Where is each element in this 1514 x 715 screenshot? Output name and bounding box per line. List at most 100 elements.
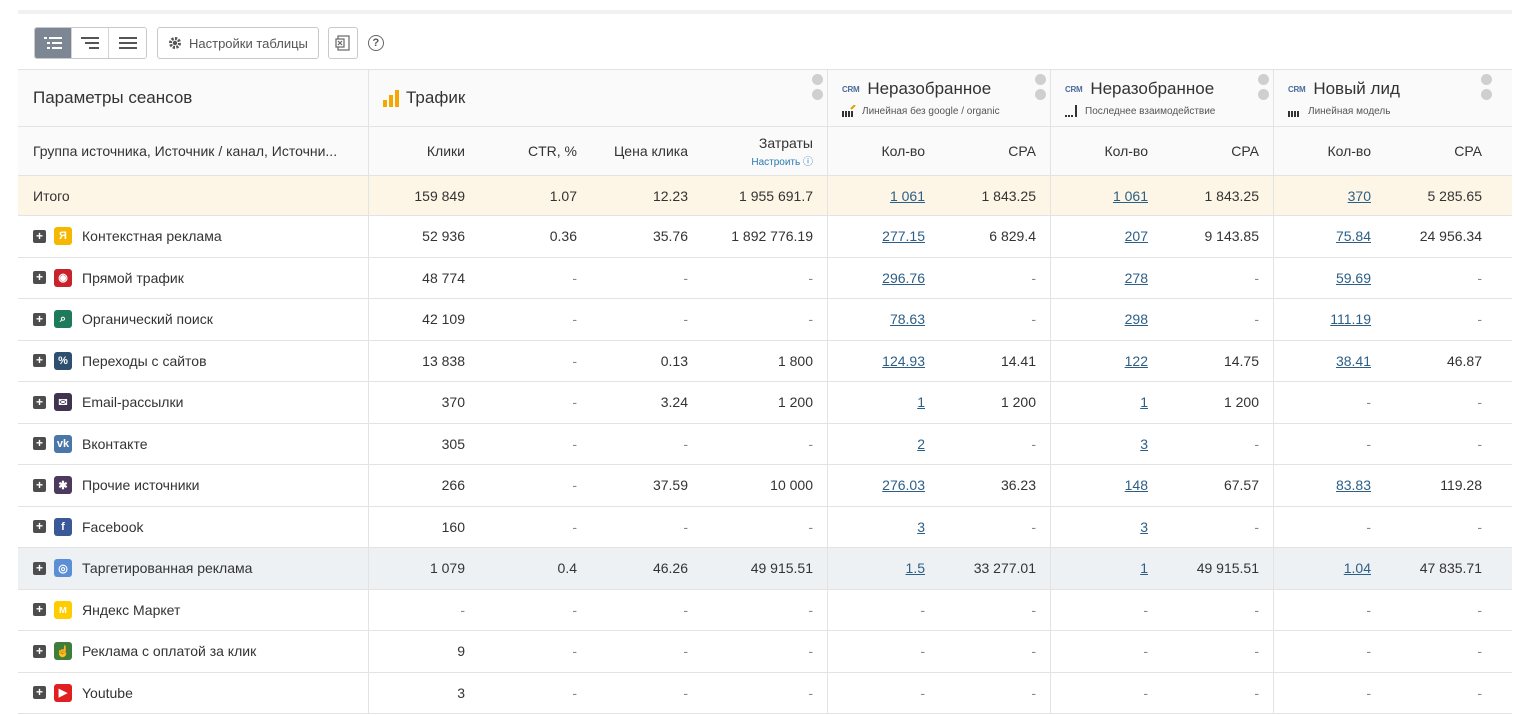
table-settings-button[interactable]: Настройки таблицы xyxy=(157,27,319,59)
gear-icon[interactable] xyxy=(1258,74,1269,85)
table-row[interactable]: + ⌕ Органический поиск 42 109- - -78.63-29… xyxy=(18,299,1512,341)
qty-value-link[interactable]: 276.03 xyxy=(882,477,925,494)
ctr-value: - xyxy=(572,435,577,452)
total-qty-link[interactable]: 1 061 xyxy=(1112,187,1148,204)
help-icon[interactable] xyxy=(1481,89,1492,100)
expand-icon[interactable]: + xyxy=(33,561,46,575)
column-ctr[interactable]: CTR, % xyxy=(528,143,577,159)
expand-icon[interactable]: + xyxy=(33,271,46,285)
help-icon[interactable] xyxy=(812,89,823,100)
tree-view-button[interactable] xyxy=(35,28,72,58)
table-row[interactable]: + Я Контекстная реклама 52 936 0.36 35.76 1… xyxy=(18,216,1512,258)
help-icon[interactable] xyxy=(1035,89,1046,100)
expand-icon[interactable]: + xyxy=(33,520,46,534)
attribution-group-header-3: CRM Новый лид Линейная модель xyxy=(1274,70,1496,126)
cpa-value: - xyxy=(1477,684,1482,701)
qty-value: - xyxy=(1143,684,1148,701)
attribution-settings[interactable] xyxy=(1258,74,1269,100)
column-cpa[interactable]: CPA xyxy=(1454,143,1482,159)
column-qty[interactable]: Кол-во xyxy=(1104,143,1148,159)
table-row[interactable]: + % Переходы с сайтов 13 838 - 0.13 1 800 12… xyxy=(18,340,1512,382)
column-click-price[interactable]: Цена клика xyxy=(613,143,688,159)
table-row[interactable]: + f Facebook 160- - -3-3- - - xyxy=(18,506,1512,548)
attribution-settings[interactable] xyxy=(1035,74,1046,100)
qty-value-link[interactable]: 148 xyxy=(1124,477,1148,494)
cpa-value: - xyxy=(939,631,1051,672)
qty-value-link[interactable]: 1 xyxy=(1140,560,1148,577)
qty-value-link[interactable]: 59.69 xyxy=(1335,269,1371,286)
qty-value-link[interactable]: 1 xyxy=(917,394,925,411)
traffic-settings[interactable] xyxy=(812,74,823,100)
expand-icon[interactable]: + xyxy=(33,229,46,243)
table-row[interactable]: + ✉ Email-рассылки 370-3.24 1 200 1 1 200 1 1… xyxy=(18,382,1512,424)
column-group-dimension[interactable]: Группа источника, Источник / канал, Исто… xyxy=(18,127,369,175)
source-name: Youtube xyxy=(82,684,133,701)
expand-icon[interactable]: + xyxy=(33,395,46,409)
expand-icon[interactable]: + xyxy=(33,478,46,492)
qty-value-link[interactable]: 3 xyxy=(917,518,925,535)
table-row[interactable]: + ◉ Прямой трафик 48 774- - -296.76-278-59… xyxy=(18,257,1512,299)
expand-icon[interactable]: + xyxy=(33,437,46,451)
qty-value-link[interactable]: 298 xyxy=(1124,311,1148,328)
expand-icon[interactable]: + xyxy=(33,603,46,617)
qty-value-link[interactable]: 1 xyxy=(1140,394,1148,411)
table-row[interactable]: + ▶ Youtube 3--------- xyxy=(18,672,1512,714)
attribution-settings[interactable] xyxy=(1481,74,1492,100)
table-row[interactable]: + vk Вконтакте 305- - -2-3- - - xyxy=(18,423,1512,465)
help-icon[interactable] xyxy=(1258,89,1269,100)
qty-value-link[interactable]: 78.63 xyxy=(889,311,925,328)
table-row[interactable]: + м Яндекс Маркет ---------- xyxy=(18,589,1512,631)
attribution-group-header-1: CRM Неразобранное Линейная без google / o… xyxy=(828,70,1051,126)
table-row[interactable]: + ◎ Таргетированная реклама 1 079 0.4 46.2… xyxy=(18,548,1512,590)
cpa-value: - xyxy=(1477,518,1482,535)
gear-icon[interactable] xyxy=(1481,74,1492,85)
qty-value-link[interactable]: 277.15 xyxy=(882,228,925,245)
total-qty-link[interactable]: 1 061 xyxy=(889,187,925,204)
ctr-value: 0.4 xyxy=(557,560,577,577)
table-row[interactable]: + ✱ Прочие источники 266 - 37.59 10 000 276.… xyxy=(18,465,1512,507)
qty-value-link[interactable]: 38.41 xyxy=(1335,352,1371,369)
source-cell: + % Переходы с сайтов xyxy=(18,340,369,381)
gear-icon[interactable] xyxy=(812,74,823,85)
column-cpa[interactable]: CPA xyxy=(1162,127,1274,175)
column-cpa[interactable]: CPA xyxy=(939,127,1051,175)
table-row[interactable]: + ☝ Реклама с оплатой за клик 9--------- xyxy=(18,631,1512,673)
gear-icon[interactable] xyxy=(1035,74,1046,85)
qty-value-link[interactable]: 1.04 xyxy=(1343,560,1371,577)
qty-value-link[interactable]: 3 xyxy=(1140,518,1148,535)
qty-value-link[interactable]: 1.5 xyxy=(905,560,925,577)
crm-icon: CRM xyxy=(842,84,860,94)
source-cell: + ✉ Email-рассылки xyxy=(18,382,369,423)
column-cost[interactable]: Затраты Настроить ⓘ xyxy=(702,127,828,175)
help-icon[interactable]: ? xyxy=(367,35,384,51)
qty-value: - xyxy=(1366,394,1371,411)
qty-value-link[interactable]: 2 xyxy=(917,435,925,452)
column-clicks[interactable]: Клики xyxy=(426,143,465,159)
indent-view-button[interactable] xyxy=(72,28,109,58)
column-qty[interactable]: Кол-во xyxy=(1327,143,1371,159)
cpa-value: - xyxy=(1162,672,1274,713)
expand-icon[interactable]: + xyxy=(33,644,46,658)
column-qty[interactable]: Кол-во xyxy=(881,143,925,159)
qty-value-link[interactable]: 83.83 xyxy=(1335,477,1371,494)
qty-value-link[interactable]: 75.84 xyxy=(1335,228,1371,245)
qty-value-link[interactable]: 296.76 xyxy=(882,269,925,286)
cost-value: - xyxy=(702,506,828,547)
qty-value-link[interactable]: 3 xyxy=(1140,435,1148,452)
qty-value-cell: 1.5 xyxy=(828,548,939,589)
qty-value-link[interactable]: 111.19 xyxy=(1330,311,1371,328)
cpa-value: - xyxy=(939,423,1051,464)
expand-icon[interactable]: + xyxy=(33,312,46,326)
ctr-value: - xyxy=(572,477,577,494)
expand-icon[interactable]: + xyxy=(33,354,46,368)
ctr-value: - xyxy=(572,311,577,328)
expand-icon[interactable]: + xyxy=(33,686,46,700)
export-excel-button[interactable] xyxy=(327,27,358,59)
qty-value-link[interactable]: 207 xyxy=(1124,228,1148,245)
qty-value-link[interactable]: 122 xyxy=(1124,352,1148,369)
flat-view-button[interactable] xyxy=(109,28,146,58)
configure-cost-link[interactable]: Настроить ⓘ xyxy=(751,156,813,168)
total-qty-link[interactable]: 370 xyxy=(1347,187,1371,204)
qty-value-link[interactable]: 278 xyxy=(1124,269,1148,286)
qty-value-link[interactable]: 124.93 xyxy=(882,352,925,369)
